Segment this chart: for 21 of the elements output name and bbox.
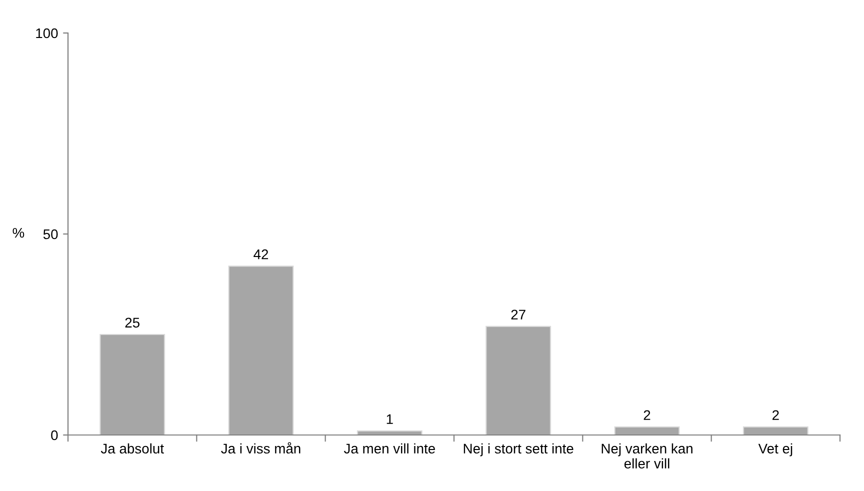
x-tick-label: Nej varken kan eller vill bbox=[602, 443, 692, 468]
data-label: 27 bbox=[511, 310, 526, 320]
y-tick-label: 0 bbox=[51, 430, 58, 440]
x-tick-label: Ja men vill inte bbox=[344, 443, 435, 454]
bar bbox=[100, 334, 166, 435]
data-label: 42 bbox=[254, 249, 268, 260]
bar bbox=[228, 266, 294, 435]
data-label: 1 bbox=[386, 414, 393, 424]
data-label: 25 bbox=[125, 318, 140, 328]
y-axis-title: % bbox=[12, 228, 24, 238]
x-tick-label: Vet ej bbox=[758, 443, 792, 456]
x-tick-label: Ja absolut bbox=[100, 443, 164, 454]
x-tick-label: Nej i stort sett inte bbox=[464, 443, 574, 456]
y-tick-label: 100 bbox=[36, 28, 58, 38]
bar bbox=[614, 426, 680, 435]
bar bbox=[486, 326, 552, 435]
data-label: 2 bbox=[644, 410, 650, 420]
x-tick-label: Ja i viss mån bbox=[221, 442, 300, 454]
data-label: 2 bbox=[772, 410, 779, 420]
y-tick-label: 50 bbox=[43, 229, 58, 240]
bar bbox=[742, 426, 808, 435]
